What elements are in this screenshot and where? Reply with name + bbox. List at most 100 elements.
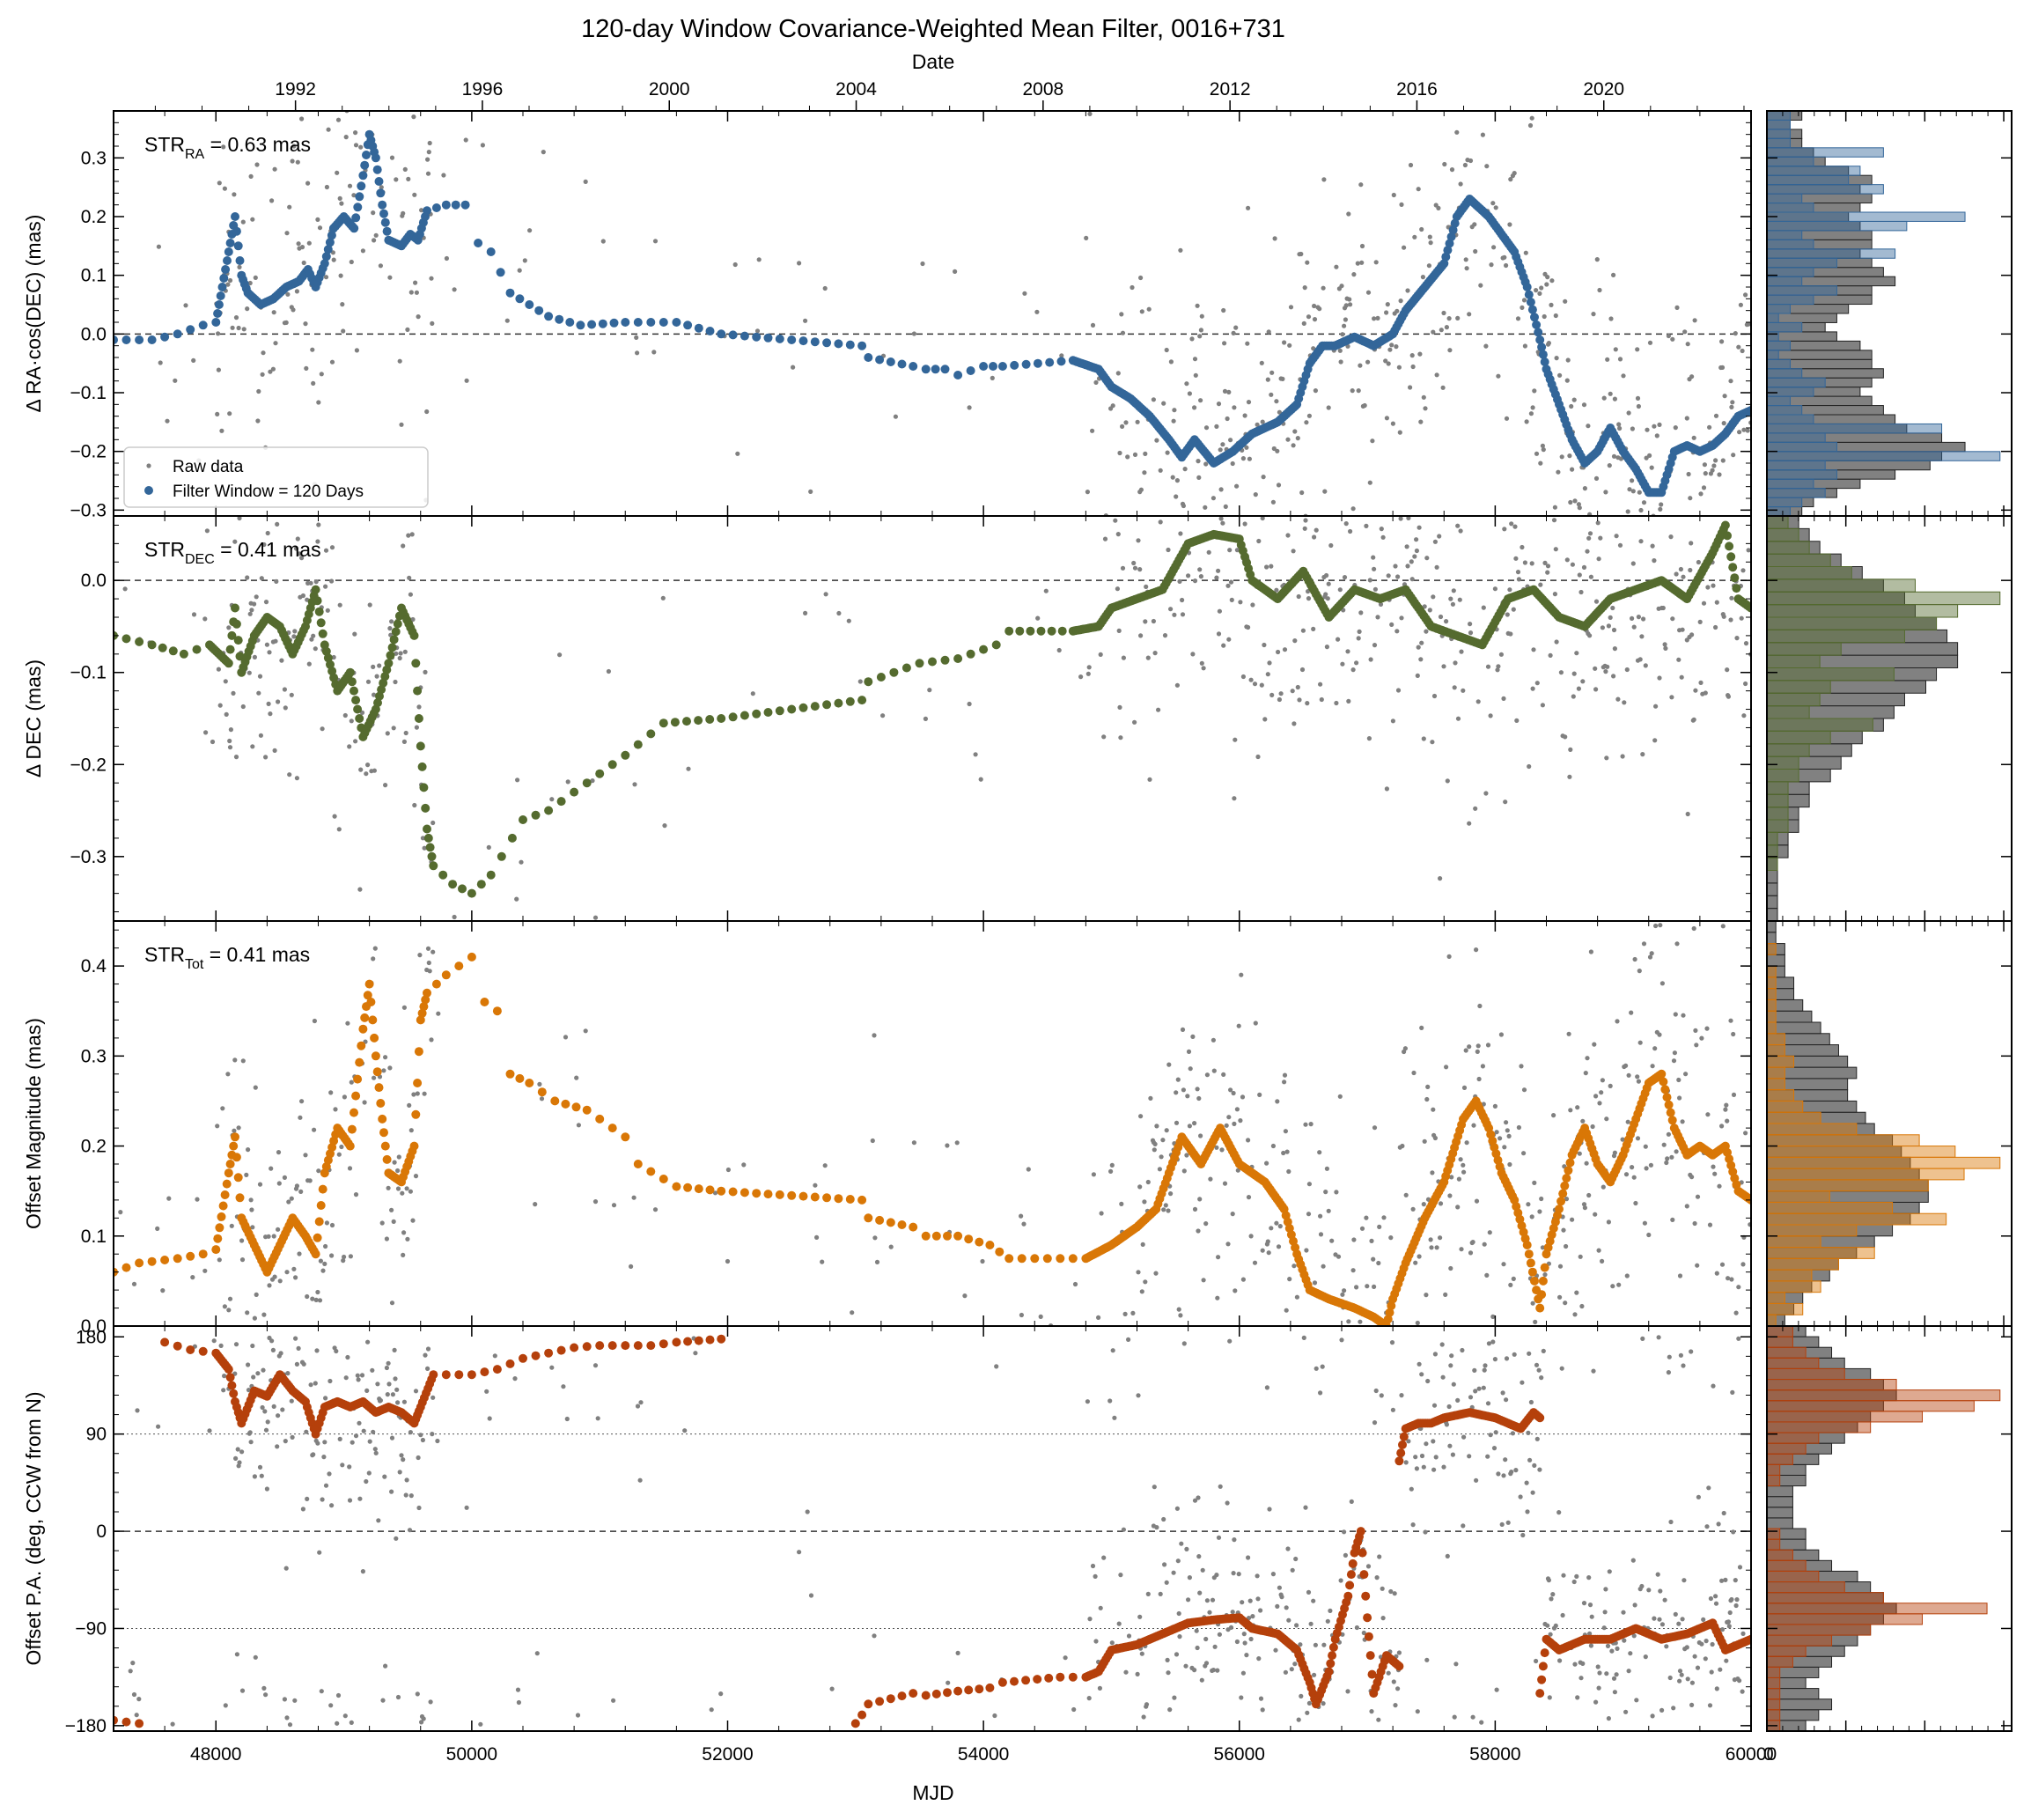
- raw-data-point: [227, 411, 232, 416]
- raw-data-point: [1457, 597, 1462, 602]
- raw-data-point: [1276, 649, 1281, 655]
- raw-data-point: [1386, 1670, 1391, 1676]
- raw-data-point: [1486, 1341, 1491, 1346]
- filtered-data-point: [1537, 343, 1547, 352]
- raw-data-point: [1266, 329, 1271, 335]
- raw-data-point: [1656, 567, 1660, 571]
- raw-data-point: [1577, 505, 1582, 511]
- raw-data-point: [1242, 526, 1247, 530]
- raw-data-point: [1218, 487, 1224, 492]
- raw-data-point: [370, 1367, 375, 1373]
- raw-data-point: [1390, 467, 1394, 471]
- raw-data-point: [1132, 565, 1138, 571]
- raw-data-point: [1468, 1250, 1474, 1256]
- raw-data-point: [276, 1150, 282, 1155]
- filtered-data-point: [1538, 350, 1548, 359]
- raw-data-point: [1170, 475, 1175, 480]
- raw-data-point: [1302, 285, 1307, 291]
- raw-data-point: [1195, 1087, 1200, 1092]
- raw-data-point: [265, 1419, 270, 1425]
- filtered-data-point: [380, 217, 390, 227]
- raw-data-point: [1153, 1271, 1159, 1276]
- raw-data-point: [1237, 460, 1241, 464]
- raw-data-point: [1606, 623, 1611, 629]
- raw-data-point: [430, 820, 436, 826]
- raw-data-point: [1497, 81, 1501, 85]
- raw-data-point: [1299, 421, 1304, 425]
- raw-data-point: [1640, 752, 1645, 757]
- raw-data-point: [1431, 1439, 1436, 1444]
- filtered-data-point: [350, 1108, 358, 1117]
- raw-data-point: [371, 210, 376, 216]
- raw-data-point: [1713, 413, 1719, 418]
- filtered-data-point: [379, 209, 388, 218]
- raw-data-point: [231, 690, 236, 696]
- raw-data-point: [561, 1384, 566, 1389]
- raw-data-point: [1522, 343, 1527, 349]
- filtered-data-point: [321, 646, 331, 656]
- raw-data-point: [1595, 520, 1601, 526]
- raw-data-point: [1187, 391, 1192, 396]
- raw-data-point: [306, 240, 312, 246]
- raw-data-point: [1725, 1118, 1730, 1124]
- raw-data-point: [417, 953, 423, 958]
- raw-data-point: [216, 667, 221, 672]
- raw-data-point: [1227, 1338, 1233, 1344]
- raw-data-point: [1563, 734, 1568, 740]
- raw-data-point: [342, 1254, 347, 1260]
- raw-data-point: [1721, 614, 1726, 619]
- raw-data-point: [600, 239, 606, 244]
- raw-data-point: [611, 1698, 616, 1703]
- raw-data-point: [1299, 1440, 1304, 1444]
- raw-data-point: [1342, 1529, 1347, 1535]
- filtered-data-point: [886, 1218, 895, 1227]
- raw-data-point: [1615, 696, 1621, 702]
- raw-data-point: [1152, 651, 1158, 656]
- raw-data-point: [1396, 1650, 1402, 1655]
- filtered-data-point: [798, 1191, 808, 1201]
- raw-data-point: [1419, 640, 1424, 645]
- raw-data-point: [1272, 236, 1277, 241]
- raw-data-point: [1440, 385, 1446, 390]
- raw-data-point: [269, 1338, 275, 1344]
- raw-data-point: [1729, 404, 1734, 409]
- raw-data-point: [1579, 1303, 1585, 1309]
- raw-data-point: [1177, 578, 1182, 585]
- raw-data-point: [293, 546, 299, 551]
- raw-data-point: [379, 185, 384, 190]
- raw-data-point: [1319, 696, 1324, 703]
- filtered-data-point: [1526, 298, 1535, 307]
- raw-data-point: [1529, 505, 1534, 509]
- filtered-data-point: [382, 1154, 392, 1164]
- raw-data-point: [1142, 470, 1147, 475]
- raw-data-point: [401, 1005, 407, 1010]
- raw-data-point: [336, 827, 342, 832]
- raw-data-point: [273, 341, 278, 346]
- raw-data-point: [1425, 1378, 1431, 1384]
- raw-data-point: [1449, 1175, 1454, 1180]
- filtered-data-point: [1662, 1093, 1672, 1102]
- raw-data-point: [1490, 83, 1494, 87]
- raw-data-point: [911, 331, 916, 336]
- raw-data-point: [261, 1367, 266, 1373]
- raw-data-point: [1323, 592, 1328, 597]
- raw-data-point: [369, 773, 373, 777]
- raw-data-point: [1308, 1621, 1314, 1626]
- raw-data-point: [1308, 1359, 1313, 1364]
- raw-data-point: [290, 1434, 295, 1440]
- raw-data-point: [1334, 700, 1339, 706]
- raw-data-point: [180, 1361, 185, 1366]
- raw-data-point: [1504, 262, 1509, 269]
- histogram-bar-filtered: [1766, 1055, 1795, 1068]
- raw-data-point: [263, 600, 269, 605]
- raw-data-point: [1264, 564, 1269, 570]
- raw-data-point: [534, 1651, 540, 1656]
- raw-data-point: [1296, 1330, 1300, 1335]
- filtered-data-point: [423, 206, 431, 216]
- raw-data-point: [1689, 632, 1695, 637]
- filtered-data-point: [350, 686, 358, 696]
- raw-data-point: [1420, 275, 1425, 280]
- raw-data-point: [282, 687, 287, 692]
- raw-data-point: [1470, 1714, 1475, 1720]
- raw-data-point: [261, 1685, 267, 1691]
